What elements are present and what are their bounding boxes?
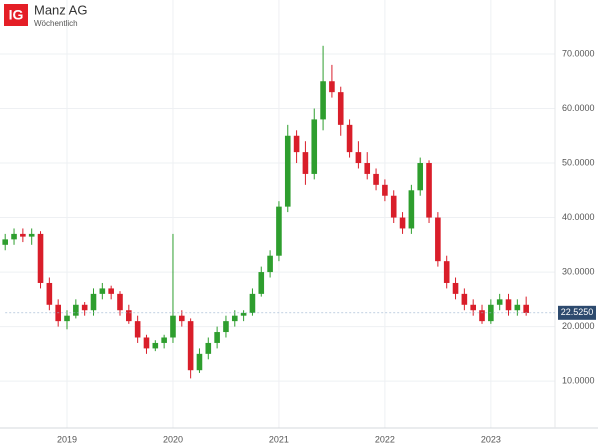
candle-body bbox=[461, 293, 468, 305]
candle-body bbox=[2, 239, 8, 245]
candle-body bbox=[37, 233, 44, 283]
candle-body bbox=[187, 321, 194, 371]
y-tick-label: 20.0000 bbox=[562, 321, 595, 331]
candle-body bbox=[311, 119, 318, 174]
chart-title: Manz AG bbox=[34, 2, 87, 17]
candle-body bbox=[452, 282, 459, 294]
chart-subtitle: Wöchentlich bbox=[34, 19, 78, 28]
logo: IG bbox=[9, 7, 24, 23]
candle-body bbox=[390, 195, 397, 218]
candle-body bbox=[161, 337, 167, 343]
candle-body bbox=[355, 152, 362, 164]
x-tick-label: 2022 bbox=[375, 434, 395, 444]
candle-body bbox=[443, 261, 450, 283]
candle-body bbox=[90, 293, 97, 311]
candle-body bbox=[329, 81, 335, 93]
candle-body bbox=[231, 315, 238, 322]
candle-body bbox=[73, 304, 79, 316]
candle-body bbox=[293, 135, 300, 153]
candle-body bbox=[346, 124, 353, 153]
candle-body bbox=[426, 163, 432, 218]
candle-body bbox=[205, 342, 212, 354]
candle-body bbox=[435, 217, 441, 262]
candle-body bbox=[170, 315, 176, 338]
candle-body bbox=[108, 288, 114, 294]
candle-body bbox=[284, 135, 291, 207]
candle-body bbox=[214, 332, 220, 343]
candle-body bbox=[523, 304, 529, 313]
candle-body bbox=[28, 233, 35, 237]
candle-body bbox=[11, 233, 17, 240]
candle-body bbox=[240, 312, 247, 316]
candle-body bbox=[223, 321, 229, 333]
candle-body bbox=[505, 299, 512, 311]
x-tick-label: 2019 bbox=[57, 434, 77, 444]
y-tick-label: 40.0000 bbox=[562, 212, 595, 222]
candle-body bbox=[117, 293, 123, 311]
candle-body bbox=[302, 152, 309, 174]
candle-body bbox=[514, 304, 521, 311]
y-tick-label: 50.0000 bbox=[562, 157, 595, 167]
candle-body bbox=[276, 206, 282, 256]
y-tick-label: 70.0000 bbox=[562, 48, 595, 58]
y-tick-label: 60.0000 bbox=[562, 103, 595, 113]
last-price-box bbox=[558, 305, 596, 320]
candle-body bbox=[196, 353, 203, 371]
candle-body bbox=[134, 321, 141, 338]
candle-body bbox=[258, 272, 265, 294]
x-tick-label: 2020 bbox=[163, 434, 183, 444]
y-tick-label: 10.0000 bbox=[562, 375, 595, 385]
x-tick-label: 2023 bbox=[481, 434, 501, 444]
candle-body bbox=[267, 255, 273, 273]
candle-body bbox=[126, 310, 132, 322]
candle-body bbox=[152, 342, 159, 349]
candle-body bbox=[373, 173, 379, 185]
x-tick-label: 2021 bbox=[269, 434, 289, 444]
candle-body bbox=[496, 299, 503, 305]
candle-body bbox=[337, 92, 344, 125]
logo-box bbox=[4, 4, 28, 26]
candle-body bbox=[479, 310, 485, 322]
candle-body bbox=[64, 315, 70, 322]
candle-body bbox=[46, 282, 53, 305]
candle-body bbox=[249, 293, 256, 313]
candle-body bbox=[399, 217, 406, 229]
candle-body bbox=[408, 190, 415, 229]
candle-body bbox=[470, 304, 476, 311]
last-price-label: 22.5250 bbox=[561, 307, 594, 317]
candle-body bbox=[320, 81, 326, 120]
candle-body bbox=[364, 163, 371, 174]
y-tick-label: 30.0000 bbox=[562, 266, 595, 276]
candle-body bbox=[99, 288, 106, 294]
candle-body bbox=[20, 233, 26, 237]
candle-body bbox=[382, 184, 388, 196]
candle-body bbox=[179, 315, 185, 322]
candle-body bbox=[143, 337, 150, 349]
candle-body bbox=[81, 304, 88, 311]
candle-body bbox=[417, 163, 424, 191]
